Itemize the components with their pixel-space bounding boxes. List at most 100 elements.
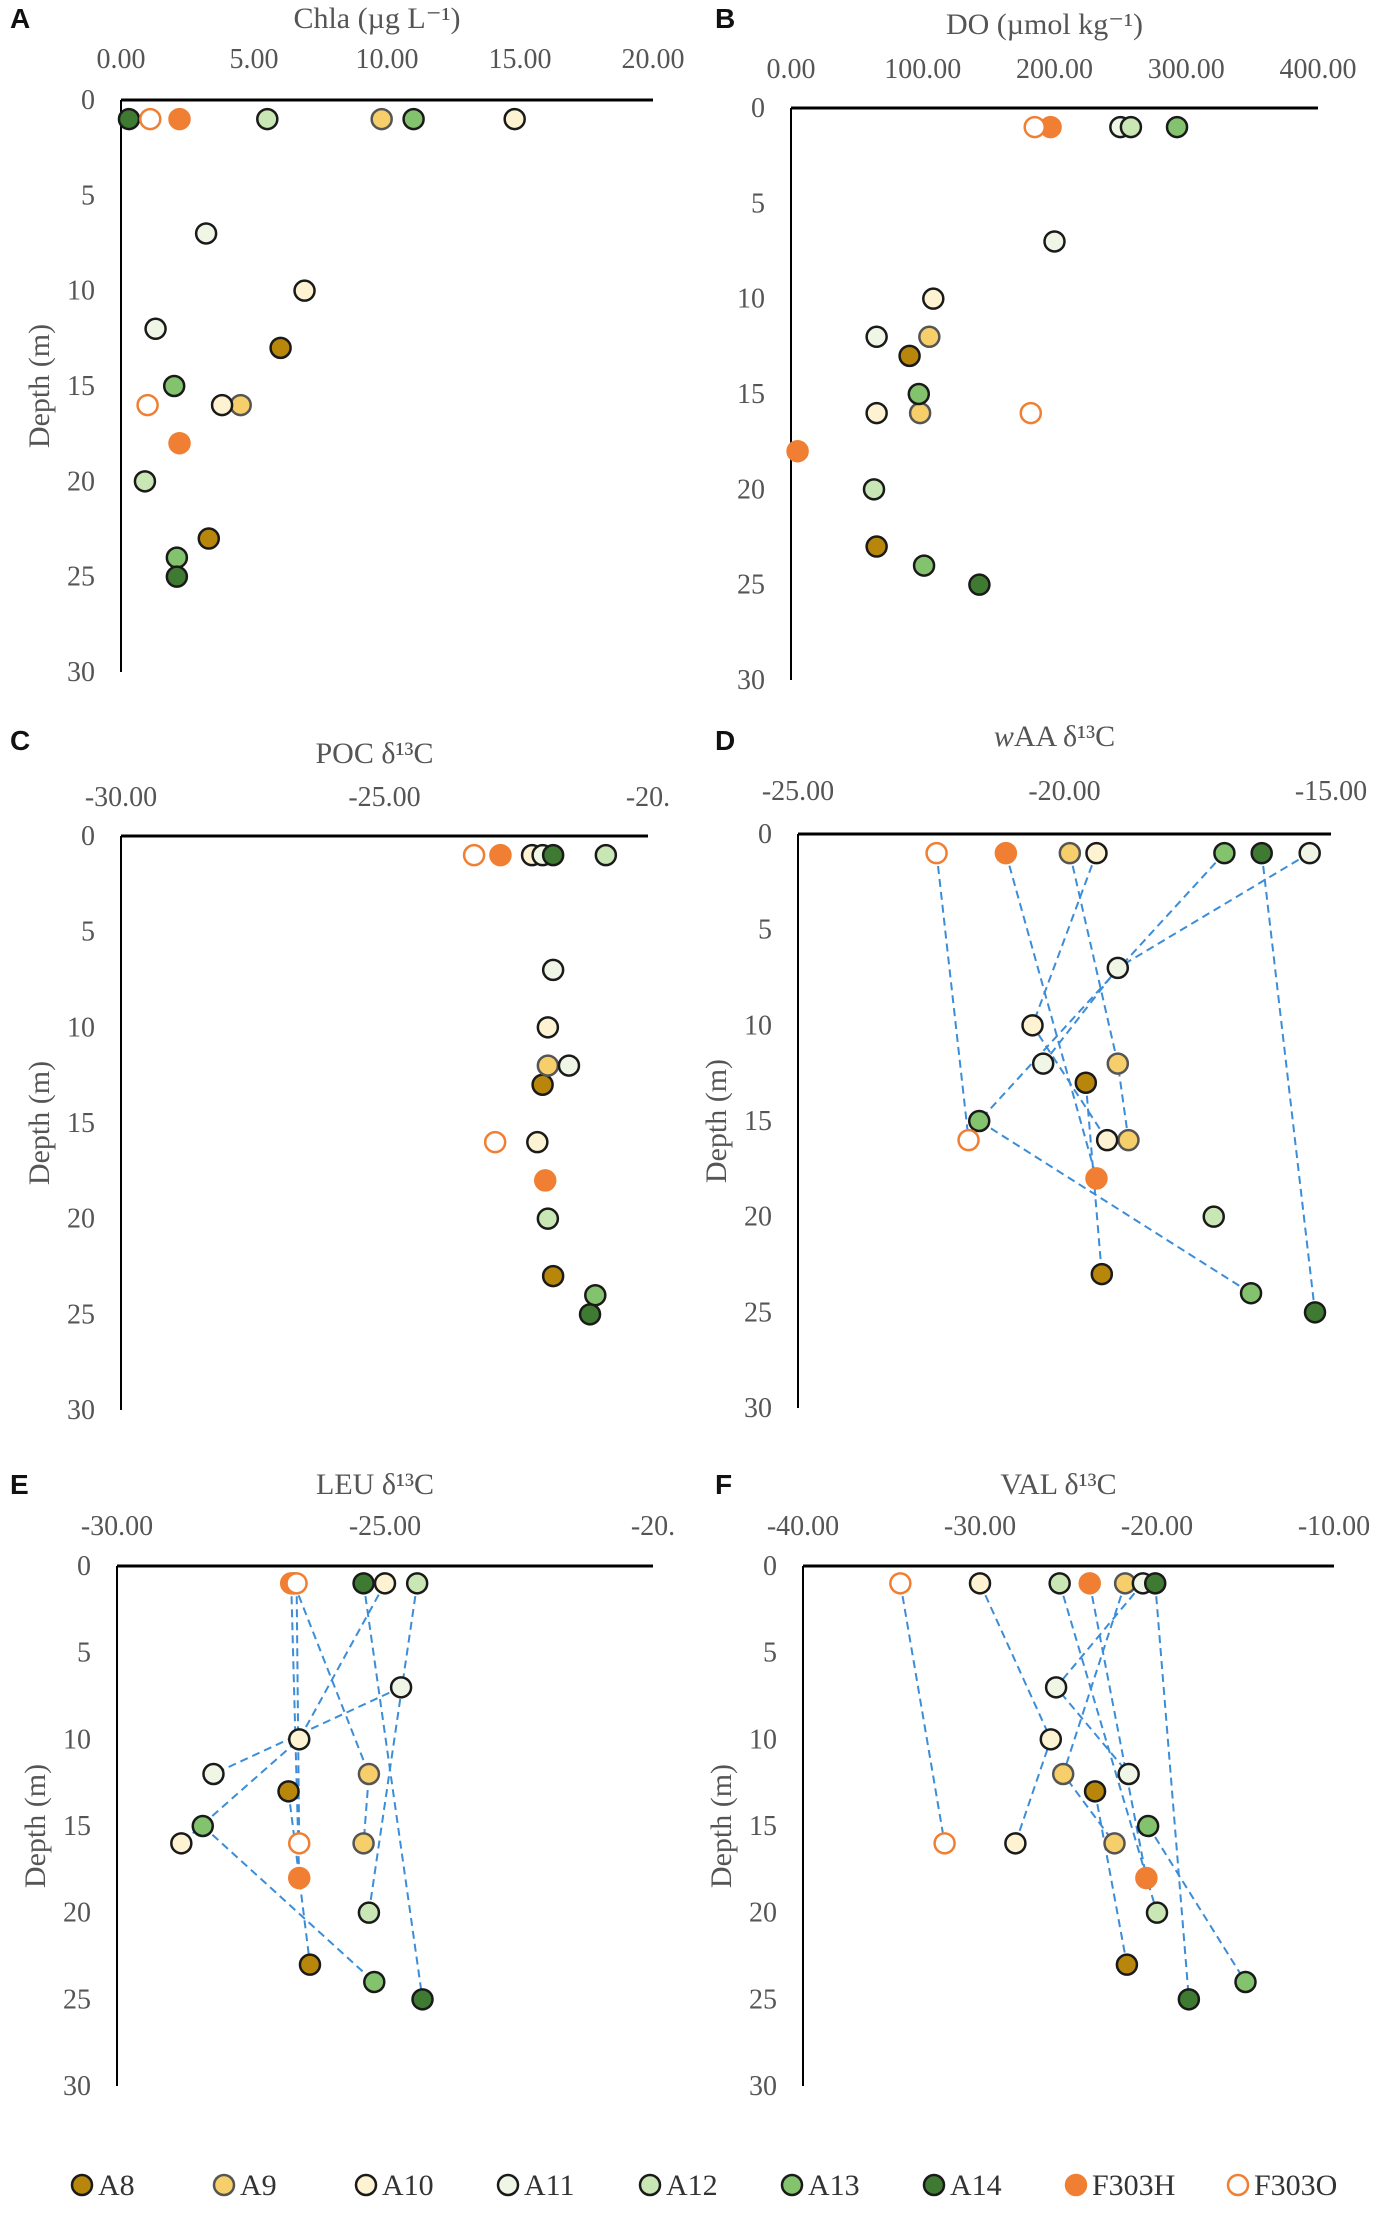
data-point-a12 [133, 470, 157, 493]
y-tick-label: 20 [737, 474, 765, 505]
x-tick-label: -30.00 [944, 1511, 1016, 1542]
x-tick-label: 400.00 [1280, 54, 1357, 85]
y-tick-label: 5 [81, 917, 95, 948]
legend: A8 A9 A10 A11 A12 A13 A14 F303H F303O [70, 2169, 1337, 2202]
y-tick-label: 10 [744, 1010, 772, 1041]
x-tick-label: -20. [626, 782, 670, 813]
chart-title: LEU δ¹³C [316, 1468, 434, 1501]
legend-item-a12: A12 [638, 2169, 718, 2202]
y-tick-label: 30 [744, 1393, 772, 1424]
data-point-a8 [1074, 1071, 1098, 1094]
y-tick-label: 20 [67, 1204, 95, 1235]
x-tick-label: -10.00 [1298, 1511, 1370, 1542]
data-point-f303o [462, 843, 486, 867]
y-tick-label: 10 [749, 1724, 777, 1755]
data-point-f303h [1085, 1167, 1108, 1190]
data-point-f303o [287, 1832, 311, 1855]
data-point-a13 [165, 546, 189, 569]
data-point-a13 [1165, 115, 1189, 139]
data-point-a11 [1031, 1052, 1055, 1075]
data-point-a13 [162, 374, 186, 398]
data-point-a9 [536, 1054, 560, 1077]
y-tick-label: 10 [737, 284, 765, 315]
data-point-a9 [357, 1762, 381, 1786]
data-point-a9 [1103, 1832, 1126, 1855]
data-point-a8 [1115, 1953, 1139, 1976]
y-tick-label: 15 [63, 1811, 91, 1842]
y-axis-label: Depth (m) [19, 1764, 52, 1888]
x-tick-label: -40.00 [767, 1511, 839, 1542]
data-point-a14 [411, 1988, 434, 2011]
series-line-a13 [1147, 1825, 1247, 1983]
series-line-a9 [1062, 1582, 1127, 1844]
data-point-f303h [489, 843, 512, 867]
y-tick-label: 20 [67, 466, 95, 497]
series-line-a8 [1094, 1791, 1128, 1965]
data-point-a14 [165, 565, 189, 588]
x-tick-label: -30.00 [81, 1511, 153, 1542]
data-point-a9 [352, 1832, 375, 1855]
legend-label: A8 [98, 2169, 135, 2202]
data-point-a12 [405, 1572, 429, 1595]
x-tick-label: -25.00 [348, 782, 420, 813]
data-point-a12 [1119, 115, 1143, 139]
x-tick-label: 0.00 [97, 44, 146, 75]
data-point-a11 [194, 222, 218, 245]
data-point-a10 [1085, 841, 1108, 865]
data-point-a11 [541, 958, 565, 982]
data-point-f303h [533, 1169, 557, 1192]
data-point-a12 [862, 478, 886, 501]
y-tick-label: 0 [77, 1551, 91, 1582]
y-tick-label: 5 [751, 188, 765, 219]
data-point-f303o [1019, 401, 1043, 425]
series-line-a10 [180, 1582, 386, 1845]
data-point-a10 [293, 279, 316, 302]
data-point-f303h [287, 1866, 311, 1890]
y-tick-label: 0 [758, 819, 772, 850]
x-tick-label: 10.00 [356, 44, 419, 75]
y-tick-label: 15 [67, 371, 95, 402]
legend-marker-icon [780, 2173, 804, 2197]
series-line-a9 [292, 1582, 370, 1844]
x-tick-label: 5.00 [230, 44, 279, 75]
y-tick-label: 5 [77, 1638, 91, 1669]
panel-b: B DO (µmol kg⁻¹) 0.00 100.00 200.00 300.00 400… [715, 3, 1357, 696]
data-point-f303o [285, 1572, 308, 1595]
data-point-f303h [1135, 1866, 1158, 1890]
x-tick-label: 200.00 [1016, 54, 1093, 85]
data-point-a13 [912, 554, 936, 577]
data-point-f303o [925, 841, 948, 865]
panel-letter: D [715, 725, 735, 756]
panel-a: A Chla (µg L⁻¹) 0.00 5.00 10.00 15.00 20.00 0 5 1… [10, 2, 685, 688]
legend-marker-icon [70, 2173, 94, 2197]
data-point-a13 [907, 382, 931, 406]
data-point-a8 [1083, 1780, 1107, 1803]
data-point-a13 [1213, 841, 1236, 865]
legend-label: F303O [1254, 2169, 1337, 2202]
series-line-a12 [367, 1583, 419, 1913]
legend-label: A13 [808, 2169, 860, 2202]
data-point-a8 [531, 1073, 554, 1096]
series-line-a10 [1031, 852, 1108, 1141]
data-point-f303o [139, 107, 162, 131]
legend-item-a11: A11 [496, 2169, 575, 2202]
y-axis-label: Depth (m) [23, 324, 56, 448]
data-point-a9 [1117, 1128, 1140, 1152]
x-tick-label: -25.00 [762, 776, 834, 807]
y-tick-label: 30 [749, 2071, 777, 2102]
data-point-a10 [526, 1130, 549, 1154]
data-point-a9 [908, 401, 932, 425]
data-point-f303h [1078, 1572, 1101, 1595]
legend-item-a9: A9 [212, 2169, 277, 2202]
legend-label: A10 [382, 2169, 434, 2202]
data-point-a12 [1048, 1572, 1071, 1595]
legend-marker-icon [638, 2173, 662, 2197]
legend-label: A14 [950, 2169, 1002, 2202]
legend-item-a8: A8 [70, 2169, 135, 2202]
data-point-a10 [287, 1728, 311, 1751]
x-tick-label: 300.00 [1148, 54, 1225, 85]
data-point-a10 [503, 107, 526, 131]
legend-item-a13: A13 [780, 2169, 860, 2202]
panel-letter: F [715, 1469, 732, 1500]
